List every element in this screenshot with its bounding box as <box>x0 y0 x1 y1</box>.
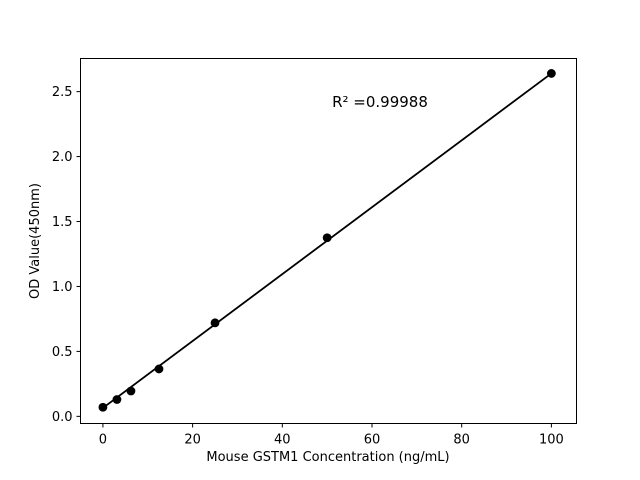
x-tick-label: 0 <box>99 433 107 448</box>
y-tick-label: 1.0 <box>52 280 73 295</box>
y-axis-label: OD Value(450nm) <box>28 183 43 299</box>
y-tick-label: 0.0 <box>52 410 73 425</box>
y-tick-label: 2.0 <box>52 150 73 165</box>
data-points-group <box>98 69 556 412</box>
y-tick-label: 0.5 <box>52 345 73 360</box>
x-tick-label: 100 <box>539 433 564 448</box>
data-point <box>210 318 220 328</box>
data-point <box>98 402 108 412</box>
x-tick-label: 80 <box>453 433 470 448</box>
x-axis-label: Mouse GSTM1 Concentration (ng/mL) <box>206 450 449 465</box>
data-point <box>126 386 136 396</box>
data-point <box>546 69 556 78</box>
data-point <box>154 364 164 374</box>
x-tick-label: 20 <box>184 433 201 448</box>
x-tick-label: 40 <box>274 433 291 448</box>
x-tick-label: 60 <box>364 433 381 448</box>
y-tick-label: 2.5 <box>52 85 73 100</box>
axis-ticks: 0 20 40 60 80 100 0.0 0.5 1.0 1.5 2.0 2.5 <box>52 85 564 447</box>
data-point <box>322 233 332 243</box>
y-tick-label: 1.5 <box>52 215 73 230</box>
data-point <box>112 395 122 404</box>
r-squared-annotation: R² =0.99988 <box>332 93 428 111</box>
